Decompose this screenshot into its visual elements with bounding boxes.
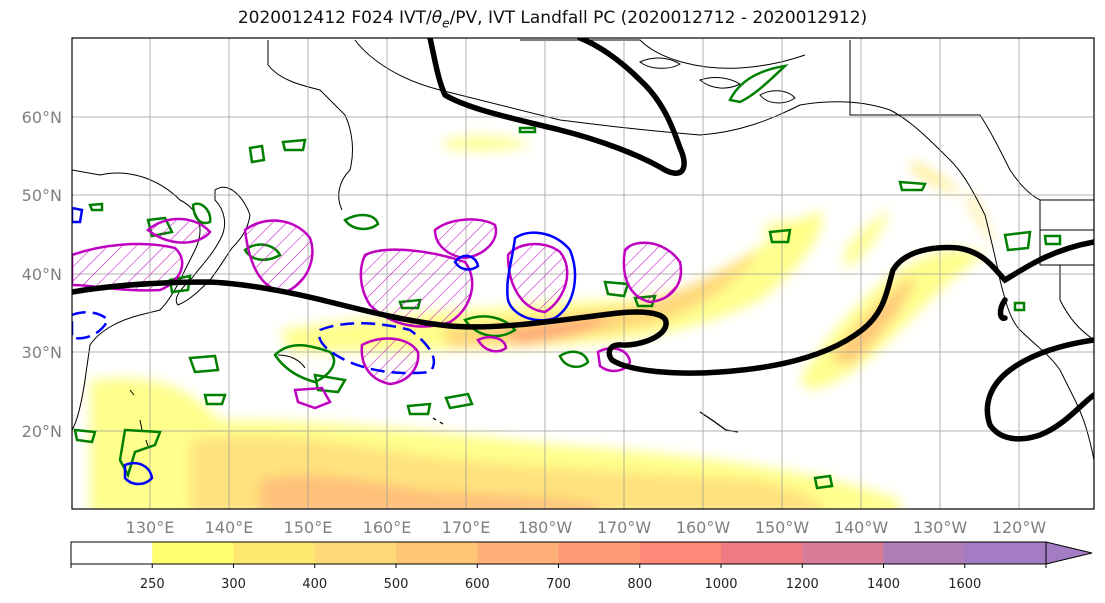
pv-negative-regions <box>72 206 577 486</box>
colorbar-tick-label: 500 <box>384 577 409 592</box>
latitude-labels: 60°N 50°N 40°N 30°N 20°N <box>22 108 62 441</box>
colorbar-segment <box>477 542 559 564</box>
colorbar-tick-label: 700 <box>546 577 571 592</box>
colorbar-tick-label: 250 <box>140 577 165 592</box>
colorbar-segment <box>558 542 641 564</box>
colorbar-segment <box>883 542 966 564</box>
title-main: 2020012412 F024 IVT/ <box>237 8 432 28</box>
lon-label-160e: 160°E <box>363 518 412 537</box>
lon-label-140e: 140°E <box>205 518 254 537</box>
lon-label-130w: 130°W <box>913 518 968 537</box>
lon-label-120w: 120°W <box>992 518 1047 537</box>
colorbar-segment <box>639 542 722 564</box>
colorbar-segment <box>71 542 153 564</box>
colorbar-tick-label: 1400 <box>867 577 900 592</box>
map-title: 2020012412 F024 IVT/θe/PV, IVT Landfall … <box>0 8 1105 30</box>
lat-label-30n: 30°N <box>22 343 62 362</box>
colorbar-segment <box>152 542 234 564</box>
colorbar-tick-label: 800 <box>627 577 652 592</box>
colorbar-segment <box>721 542 803 564</box>
colorbar-segment <box>396 542 478 564</box>
colorbar-segment <box>964 542 1047 564</box>
lon-label-150e: 150°E <box>284 518 333 537</box>
lon-label-130e: 130°E <box>126 518 175 537</box>
colorbar-extend-arrow <box>1045 541 1093 565</box>
ivt-colorbar: 250 300 400 500 600 700 800 1000 1200 1400 1600 <box>70 541 1093 592</box>
lon-label-150w: 150°W <box>755 518 810 537</box>
pv-positive-regions <box>72 217 683 410</box>
lon-label-170e: 170°E <box>442 518 491 537</box>
lat-label-20n: 20°N <box>22 422 62 441</box>
title-rest: /PV, IVT Landfall PC (2020012712 - 20200… <box>449 8 868 28</box>
colorbar-segment <box>802 542 884 564</box>
lat-label-60n: 60°N <box>22 108 62 127</box>
ivt-landfall-pc-contour <box>72 38 1094 442</box>
colorbar-tick-label: 1000 <box>704 577 737 592</box>
lon-label-160w: 160°W <box>676 518 731 537</box>
colorbar-tick-label: 1200 <box>786 577 819 592</box>
colorbar-tick-label: 600 <box>465 577 490 592</box>
map-frame <box>71 37 1095 510</box>
title-theta-subscript: e <box>442 16 450 31</box>
lon-label-180w: 180°W <box>518 518 573 537</box>
longitude-labels: 130°E 140°E 150°E 160°E 170°E 180°W 170°… <box>126 518 1047 537</box>
lat-label-40n: 40°N <box>22 265 62 284</box>
title-theta: θ <box>431 8 443 28</box>
colorbar-tick-label: 300 <box>221 577 246 592</box>
colorbar-tick-label: 1600 <box>948 577 981 592</box>
lat-label-50n: 50°N <box>22 186 62 205</box>
lon-label-170w: 170°W <box>597 518 652 537</box>
lon-label-140w: 140°W <box>834 518 889 537</box>
colorbar-tick-label: 400 <box>302 577 327 592</box>
colorbar-segment <box>233 542 316 564</box>
colorbar-segment <box>314 542 397 564</box>
map-area <box>72 38 1094 509</box>
